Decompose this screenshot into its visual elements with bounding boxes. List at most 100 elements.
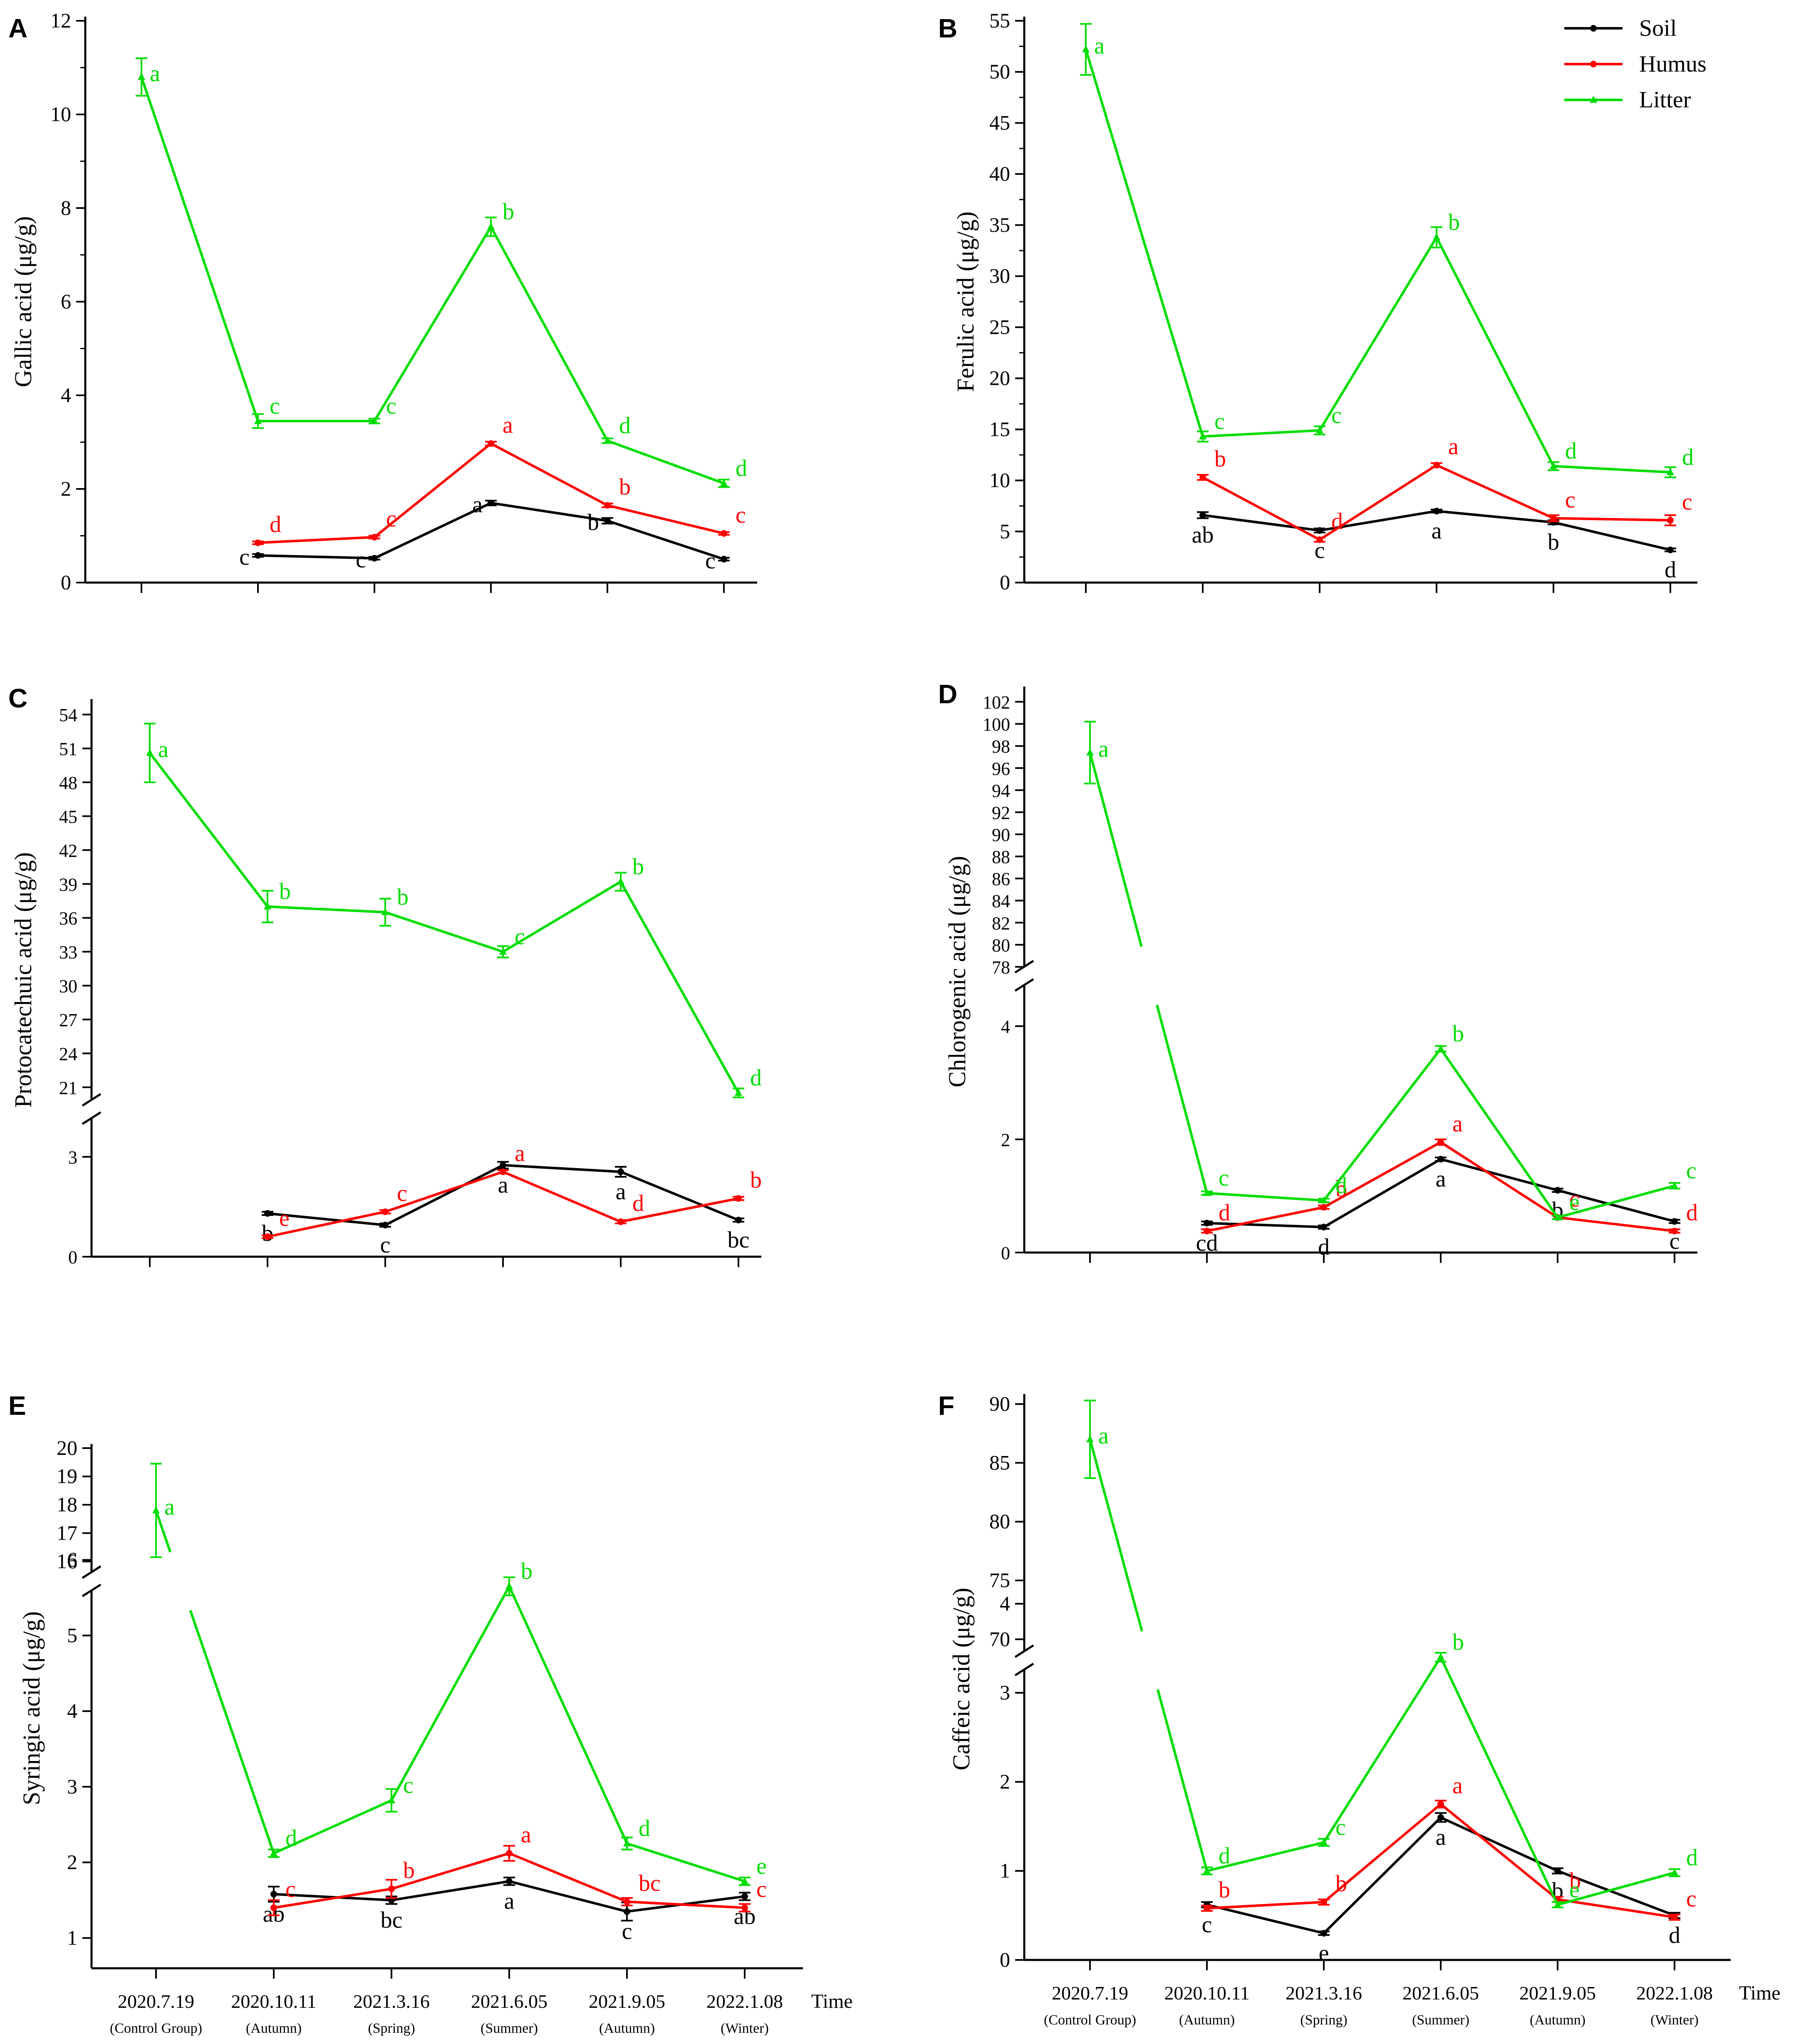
significance-letter: c — [515, 924, 525, 950]
significance-letter: d — [1565, 438, 1577, 464]
series-line-segment — [385, 911, 503, 953]
y-tick-label: 45 — [989, 111, 1010, 134]
significance-letter: b — [397, 884, 409, 910]
data-point — [1203, 1189, 1211, 1196]
panel-letter: C — [8, 683, 27, 713]
data-point — [1437, 1801, 1444, 1808]
data-point — [741, 1893, 748, 1900]
x-tick-note: (Summer) — [481, 2021, 538, 2036]
significance-letter: d — [750, 1065, 762, 1091]
x-tick-note: (Autumn) — [1530, 2012, 1585, 2028]
panel-b: B 0 5 10 15 20 25 30 35 40 45 50 55 Ferulic acid (μg/… — [938, 9, 1697, 594]
y-tick-label: 80 — [989, 1510, 1010, 1533]
y-tick-label: 21 — [59, 1078, 77, 1098]
significance-letter: e — [1319, 1940, 1329, 1966]
significance-letter: a — [164, 1494, 175, 1520]
series-line-segment — [1439, 1657, 1559, 1905]
y-tick-label: 90 — [989, 1392, 1010, 1415]
data-point — [1316, 536, 1323, 543]
legend-label: Litter — [1639, 87, 1691, 113]
series-line-segment — [1557, 1216, 1675, 1233]
data-point — [624, 1908, 630, 1915]
y-tick-label: 4 — [67, 1699, 77, 1722]
data-point — [388, 1796, 395, 1803]
series-line-segment — [1206, 1222, 1324, 1228]
significance-letter: a — [1094, 33, 1105, 59]
y-tick-label: 6 — [67, 1548, 77, 1571]
x-tick-label: 2021.3.16 — [1286, 1982, 1362, 2004]
series-line-segment — [620, 1171, 739, 1221]
data-point — [138, 73, 145, 80]
axis-break-mark — [1014, 978, 1034, 992]
data-point — [506, 1878, 513, 1885]
axis-break-mark — [82, 1111, 102, 1125]
series-line-segment — [1440, 1158, 1558, 1192]
significance-letter: c — [403, 1773, 414, 1798]
y-tick-label: 86 — [992, 869, 1010, 889]
data-point — [1204, 1220, 1210, 1227]
series-line-segment — [1202, 514, 1320, 532]
x-tick-note: (Spring) — [1300, 2012, 1347, 2028]
x-tick-note: (Winter) — [721, 2021, 769, 2036]
y-tick-label: 84 — [992, 891, 1010, 911]
series-line-segment — [140, 77, 259, 422]
y-tick-label: 33 — [59, 942, 77, 962]
series-line-segment — [273, 1799, 392, 1855]
x-tick-note: (Control Group) — [1044, 2012, 1136, 2028]
y-tick-label: 45 — [59, 806, 77, 827]
y-tick-label: 100 — [983, 714, 1010, 735]
significance-letter: c — [622, 1919, 632, 1945]
significance-letter: a — [498, 1172, 508, 1198]
data-point — [1199, 512, 1206, 518]
series-line-segment — [1323, 1656, 1442, 1843]
series-line-segment — [1202, 429, 1320, 438]
significance-letter: c — [1219, 1165, 1229, 1191]
data-point — [1320, 1838, 1328, 1846]
data-point — [604, 517, 611, 524]
data-point — [487, 223, 495, 230]
data-point — [604, 437, 611, 444]
series-line-segment — [391, 1852, 510, 1890]
panel-letter: D — [938, 679, 957, 709]
data-point — [264, 1233, 271, 1240]
significance-letter: c — [1569, 1186, 1580, 1212]
data-point — [1320, 1204, 1327, 1211]
significance-letter: d — [1665, 557, 1676, 583]
series-line-segment — [1206, 1192, 1324, 1202]
significance-letter: a — [504, 1888, 515, 1914]
significance-letter: c — [736, 502, 746, 528]
x-tick-label: 2020.7.19 — [118, 1991, 194, 2012]
series-line-segment — [1202, 476, 1320, 541]
data-point — [152, 1506, 160, 1513]
series-line-segment — [1439, 1048, 1559, 1218]
legend-label: Humus — [1639, 51, 1707, 77]
axis-break-mark — [1014, 1662, 1034, 1677]
x-tick-note: (Summer) — [1412, 2012, 1469, 2028]
y-tick-label: 3 — [1000, 1681, 1010, 1704]
y-tick-label: 40 — [989, 162, 1010, 185]
significance-letter: c — [1214, 409, 1225, 434]
series-line-segment — [1436, 510, 1554, 524]
series-line-segment — [1323, 1048, 1442, 1201]
significance-letter: b — [750, 1167, 762, 1193]
series-line-segment — [1089, 752, 1143, 947]
series-line-segment — [1440, 1816, 1558, 1872]
data-point — [735, 1089, 742, 1096]
series-line-segment — [509, 1880, 627, 1913]
x-tick-label: 2022.1.08 — [1636, 1982, 1713, 2004]
series-line-segment — [1436, 464, 1554, 520]
y-tick-label: 10 — [50, 102, 71, 126]
x-tick-note: (Autumn) — [599, 2021, 655, 2036]
significance-letter: b — [1448, 209, 1460, 235]
series-litter: a d c b d e — [150, 1463, 767, 1886]
y-axis-title: Chlorogenic acid (μg/g) — [944, 856, 971, 1087]
data-point — [735, 1217, 742, 1223]
y-tick-label: 1 — [1000, 1859, 1010, 1882]
significance-letter: c — [1686, 1886, 1697, 1912]
data-point — [381, 908, 389, 915]
